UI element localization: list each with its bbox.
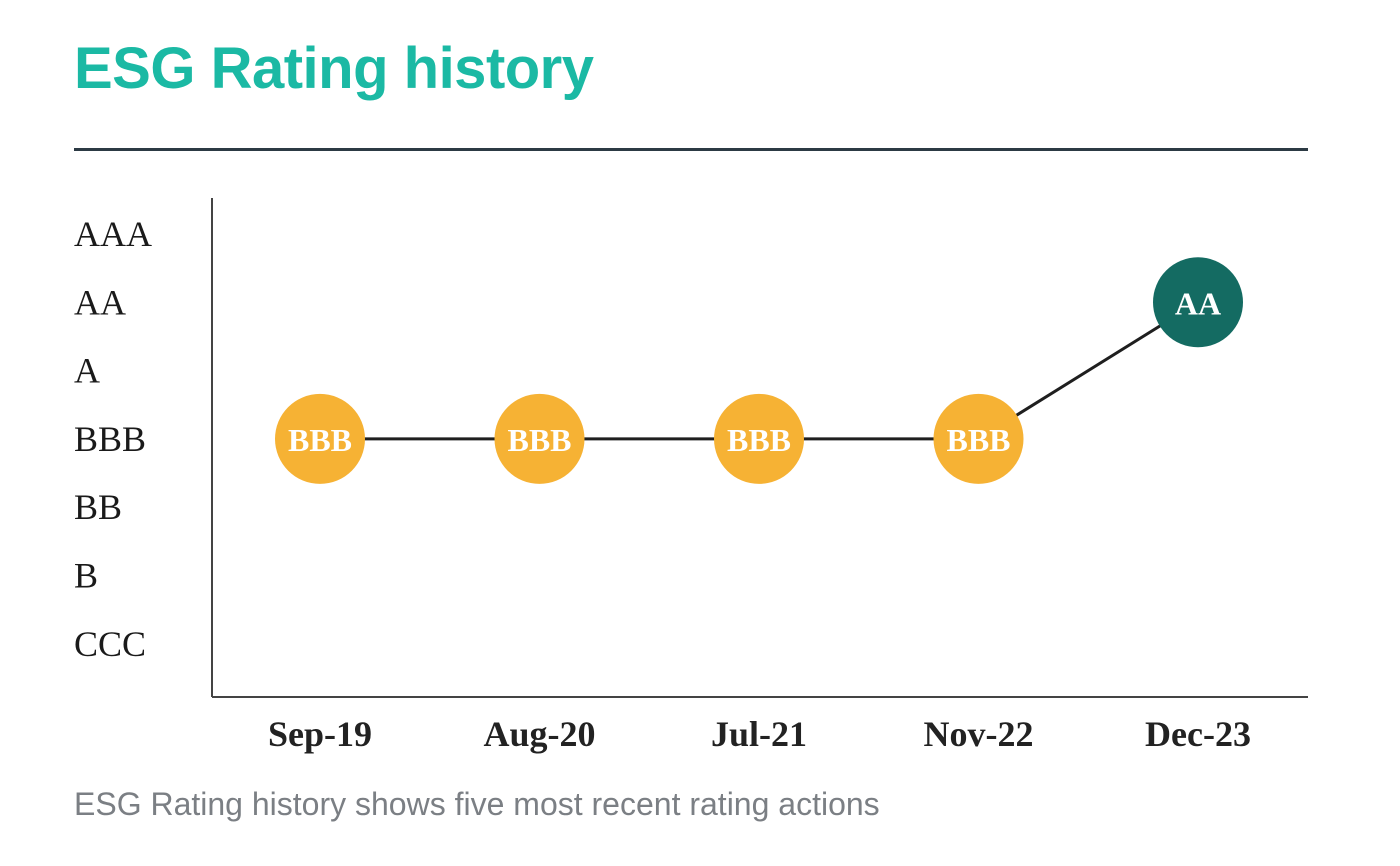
- rating-marker: [933, 393, 1024, 484]
- rating-marker: [494, 393, 585, 484]
- rating-point: BBB: [933, 393, 1024, 484]
- x-tick-label: Sep-19: [268, 714, 372, 754]
- x-tick-label: Jul-21: [711, 714, 807, 754]
- rating-marker: [275, 393, 365, 484]
- chart-caption: ESG Rating history shows five most recen…: [74, 786, 880, 822]
- rating-point: BBB: [494, 393, 585, 484]
- y-tick-label: CCC: [74, 624, 146, 664]
- chart-title: ESG Rating history: [74, 36, 594, 101]
- title-divider: [74, 148, 1308, 151]
- rating-marker-label: BBB: [507, 422, 571, 458]
- rating-point: BBB: [714, 393, 804, 484]
- rating-marker-label: AA: [1175, 285, 1221, 321]
- y-tick-label: AA: [74, 282, 126, 322]
- rating-point: AA: [1153, 257, 1243, 348]
- rating-marker: [714, 393, 804, 484]
- y-tick-label: BB: [74, 487, 122, 527]
- rating-marker: [1153, 257, 1243, 348]
- rating-marker-label: BBB: [288, 422, 352, 458]
- y-tick-label: A: [74, 351, 100, 391]
- x-tick-label: Aug-20: [483, 714, 595, 754]
- y-tick-label: B: [74, 556, 98, 596]
- rating-markers: BBB BBB BBB BBB AA: [275, 257, 1243, 484]
- y-tick-label: BBB: [74, 419, 146, 459]
- rating-marker-label: BBB: [946, 422, 1010, 458]
- rating-marker-label: BBB: [727, 422, 791, 458]
- rating-point: BBB: [275, 393, 365, 484]
- x-tick-label: Nov-22: [924, 714, 1034, 754]
- x-axis: Sep-19 Aug-20 Jul-21 Nov-22 Dec-23: [212, 696, 1308, 754]
- y-tick-label: AAA: [74, 214, 152, 254]
- x-tick-label: Dec-23: [1145, 714, 1251, 754]
